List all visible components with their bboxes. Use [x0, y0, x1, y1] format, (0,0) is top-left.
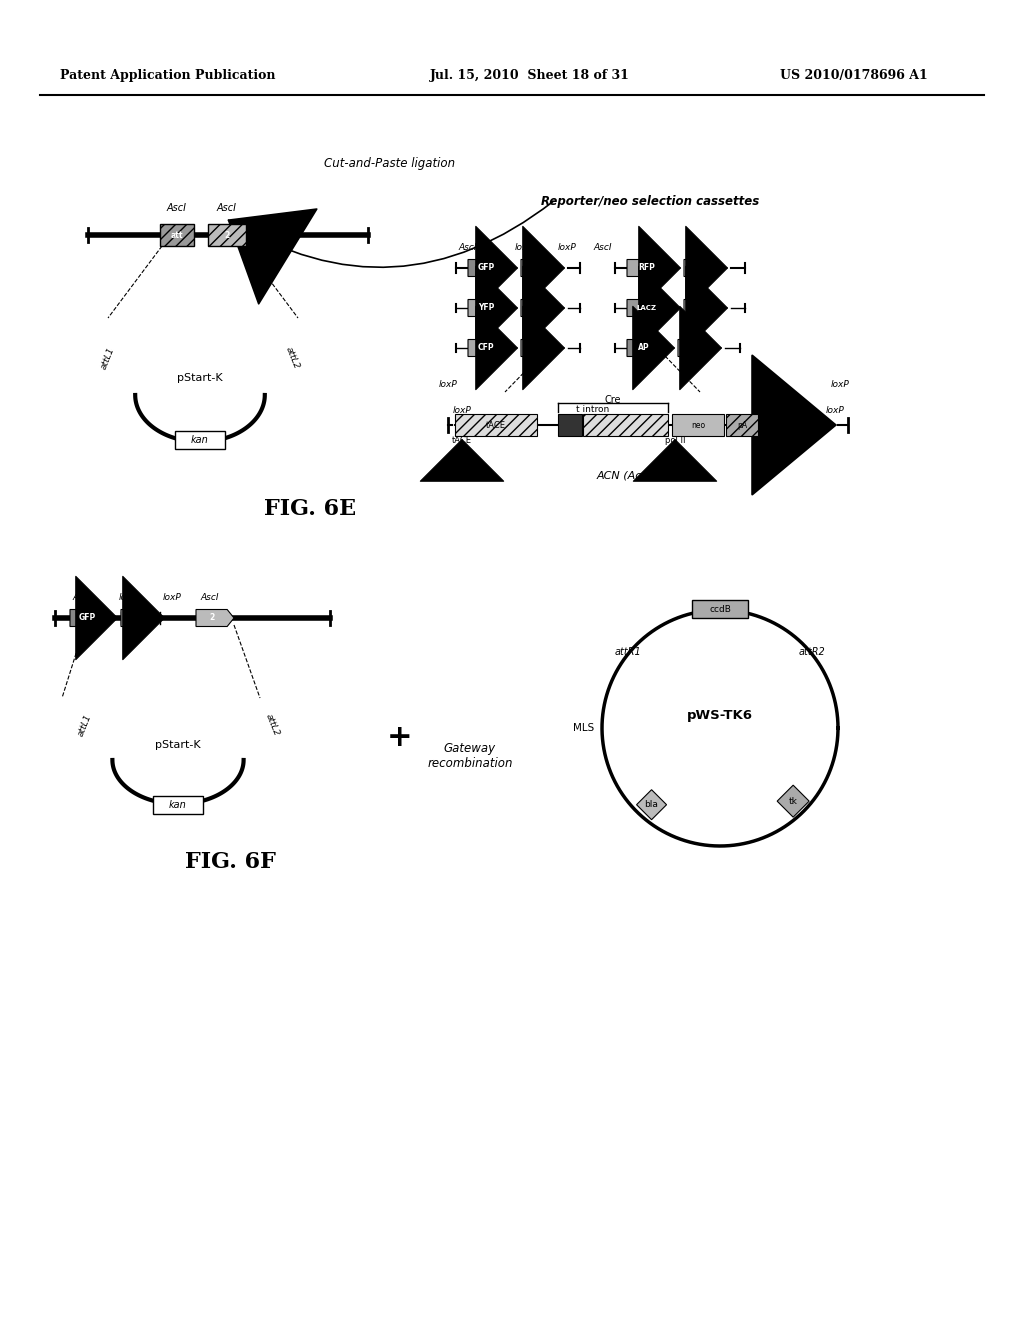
Text: ACN: ACN — [685, 343, 702, 352]
Text: ccdB: ccdB — [709, 605, 731, 614]
Text: AscI: AscI — [459, 243, 477, 252]
Text: ACN: ACN — [527, 264, 546, 272]
Text: Gateway: Gateway — [444, 742, 496, 755]
Text: ACN: ACN — [690, 304, 709, 313]
Text: attR1: attR1 — [614, 647, 641, 657]
Bar — [455, 414, 537, 436]
Text: loxP: loxP — [438, 380, 458, 389]
Text: AscI: AscI — [201, 593, 219, 602]
Text: GFP: GFP — [79, 614, 96, 623]
Text: US 2010/0178696 A1: US 2010/0178696 A1 — [780, 69, 928, 82]
Polygon shape — [637, 789, 667, 820]
Text: attR2: attR2 — [799, 647, 825, 657]
Text: AscI: AscI — [594, 243, 612, 252]
Text: GFP: GFP — [477, 264, 495, 272]
Text: neo: neo — [691, 421, 706, 429]
Text: AscI: AscI — [217, 203, 237, 213]
Text: attL2: attL2 — [263, 713, 281, 738]
Text: pStart-K: pStart-K — [177, 374, 223, 383]
Text: +: + — [387, 723, 413, 752]
Text: tACE: tACE — [486, 421, 506, 429]
Text: attL1: attL1 — [99, 346, 117, 371]
Text: Cre: Cre — [605, 395, 622, 405]
Polygon shape — [627, 260, 675, 276]
Text: kan: kan — [191, 436, 209, 445]
Text: loxP: loxP — [830, 380, 849, 389]
Text: Patent Application Publication: Patent Application Publication — [60, 69, 275, 82]
Text: loxP: loxP — [453, 407, 471, 414]
Polygon shape — [777, 785, 809, 817]
Text: ACN: ACN — [527, 343, 546, 352]
Text: Reporter/neo selection cassettes: Reporter/neo selection cassettes — [541, 195, 759, 209]
Text: pStart-K: pStart-K — [156, 741, 201, 750]
Polygon shape — [684, 300, 722, 317]
Text: ACN: ACN — [527, 304, 546, 313]
Text: FIG. 6F: FIG. 6F — [184, 851, 275, 873]
Polygon shape — [684, 260, 722, 276]
Text: ACN: ACN — [128, 614, 145, 623]
Text: pA: pA — [737, 421, 748, 429]
Bar — [583, 414, 668, 436]
Polygon shape — [468, 339, 512, 356]
Text: loxP: loxP — [825, 407, 845, 414]
Text: ACN (Ace-Cre-Neo): ACN (Ace-Cre-Neo) — [597, 470, 702, 480]
Text: attL1: attL1 — [77, 713, 93, 738]
Text: tk: tk — [788, 797, 798, 805]
Text: loxP: loxP — [558, 243, 577, 252]
Text: pol II: pol II — [665, 436, 685, 445]
Polygon shape — [521, 300, 559, 317]
Text: AscI: AscI — [73, 593, 91, 602]
Text: loxP: loxP — [515, 243, 534, 252]
Text: AP: AP — [638, 343, 650, 352]
Text: LACZ: LACZ — [637, 305, 656, 312]
Polygon shape — [521, 260, 559, 276]
Text: ACN: ACN — [690, 264, 709, 272]
Text: loxP: loxP — [163, 593, 181, 602]
Polygon shape — [627, 339, 669, 356]
Text: FIG. 6E: FIG. 6E — [264, 498, 356, 520]
Bar — [153, 796, 203, 814]
Bar — [558, 414, 582, 436]
Polygon shape — [521, 339, 559, 356]
Bar — [672, 414, 724, 436]
Bar — [160, 224, 194, 246]
Bar — [175, 432, 225, 449]
Text: MLS: MLS — [573, 723, 595, 733]
Text: attL2: attL2 — [284, 346, 300, 371]
Polygon shape — [468, 260, 512, 276]
Text: RFP: RFP — [638, 264, 655, 272]
Text: 2: 2 — [209, 614, 214, 623]
Text: recombination: recombination — [427, 756, 513, 770]
Text: bla: bla — [645, 800, 658, 809]
Text: 2: 2 — [224, 231, 229, 239]
Text: loxP: loxP — [119, 593, 137, 602]
Bar — [692, 601, 748, 618]
Polygon shape — [627, 300, 675, 317]
Text: Cut-and-Paste ligation: Cut-and-Paste ligation — [325, 157, 456, 169]
Text: YFP: YFP — [478, 304, 495, 313]
Bar — [208, 224, 246, 246]
Polygon shape — [678, 339, 716, 356]
Polygon shape — [196, 610, 234, 627]
Text: t intron: t intron — [577, 405, 609, 414]
Text: tACE: tACE — [452, 436, 472, 445]
Text: kan: kan — [169, 800, 186, 810]
Text: pWS-TK6: pWS-TK6 — [687, 710, 753, 722]
Text: Jul. 15, 2010  Sheet 18 of 31: Jul. 15, 2010 Sheet 18 of 31 — [430, 69, 630, 82]
Polygon shape — [70, 610, 112, 627]
Text: att: att — [171, 231, 183, 239]
Polygon shape — [468, 300, 512, 317]
Bar — [726, 414, 758, 436]
Polygon shape — [121, 610, 159, 627]
Text: AscI: AscI — [167, 203, 187, 213]
Text: CFP: CFP — [478, 343, 495, 352]
